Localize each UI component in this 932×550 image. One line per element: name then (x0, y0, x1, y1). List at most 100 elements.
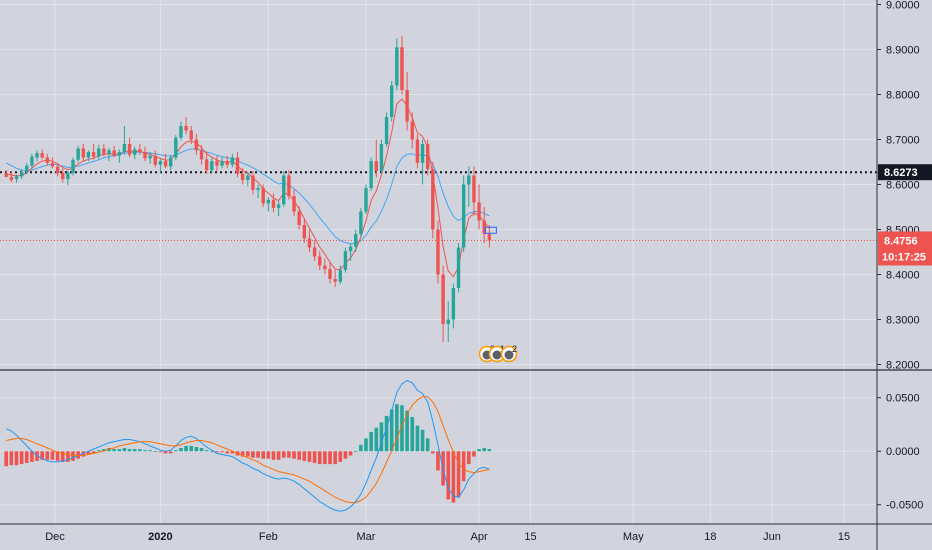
macd-histogram-bar (14, 451, 19, 466)
macd-histogram-bar (204, 450, 209, 452)
macd-histogram-bar (389, 409, 394, 452)
macd-histogram-bar (482, 448, 487, 452)
candle-body (25, 165, 29, 172)
candle-body (61, 172, 65, 180)
macd-histogram-bar (446, 451, 451, 500)
candle (256, 184, 260, 198)
candle (338, 265, 342, 285)
macd-histogram-bar (86, 451, 91, 455)
reference-price-box (878, 164, 932, 181)
candle (179, 121, 183, 141)
macd-histogram-bar (369, 431, 373, 452)
macd-histogram-bar (348, 451, 353, 456)
macd-histogram-bar (420, 429, 425, 452)
candle (102, 144, 106, 157)
macd-histogram-bar (168, 451, 173, 454)
macd-histogram-bar (359, 444, 363, 452)
last-price-box (878, 231, 932, 266)
time-axis-label: Feb (259, 531, 278, 543)
macd-histogram-bar (456, 451, 461, 498)
candle-body (184, 126, 188, 131)
event-marker-icon (504, 350, 514, 360)
candle-body (318, 256, 322, 266)
candle-body (97, 148, 101, 157)
candle (194, 134, 199, 155)
candle (477, 184, 481, 230)
candle (420, 139, 425, 185)
candle-body (122, 144, 127, 153)
candle (415, 134, 420, 169)
candle-body (168, 157, 173, 167)
macd-histogram-bar (271, 451, 276, 460)
ma-slow-line (5, 148, 490, 245)
reference-price-label[interactable]: 8.6273 (878, 164, 932, 181)
axis-corner (878, 525, 932, 550)
macd-histogram-bar (9, 451, 14, 466)
macd-histogram-bar (189, 445, 194, 452)
time-axis-label: Apr (471, 531, 488, 543)
candle-body (220, 161, 224, 166)
macd-histogram-bar (343, 451, 348, 459)
candle-body (143, 152, 147, 159)
candle-body (256, 188, 260, 190)
macd-histogram-bar (297, 451, 301, 460)
macd-histogram-bar (4, 451, 8, 467)
macd-histogram-bar (472, 451, 476, 457)
candle-body (40, 153, 44, 158)
candle (297, 206, 301, 230)
macd-histogram-bar (199, 448, 204, 452)
reference-price-text: 8.6273 (884, 167, 918, 179)
candle (240, 168, 245, 185)
macd-histogram-bar (50, 451, 55, 460)
macd-histogram-bar (251, 451, 255, 458)
time-axis-label: May (623, 531, 644, 543)
candle (199, 144, 204, 165)
candle-body (81, 148, 85, 158)
macd-histogram-bar (215, 451, 219, 453)
candle-body (199, 150, 204, 160)
candle (153, 150, 157, 168)
candle (138, 144, 142, 155)
candle-body (292, 196, 296, 212)
event-marker[interactable]: 2 (500, 344, 518, 363)
candle (390, 81, 394, 122)
event-markers[interactable]: 212 (478, 344, 518, 363)
price-axis-label: 8.6000 (886, 180, 920, 192)
candle (343, 247, 348, 273)
candle (86, 150, 91, 162)
macd-histogram-bar (153, 451, 158, 453)
candle (354, 229, 358, 252)
candle (210, 157, 214, 173)
candle (482, 207, 486, 243)
candle (405, 72, 409, 131)
candle (302, 218, 307, 243)
candle (251, 171, 255, 195)
candle-body (287, 175, 291, 197)
candle (50, 157, 55, 169)
bar-countdown-text: 10:17:25 (882, 251, 926, 263)
macd-histogram-bar (30, 451, 34, 462)
macd-histogram-bar (66, 451, 70, 462)
candle-body (271, 199, 276, 208)
candle (384, 112, 389, 147)
candle-body (477, 202, 481, 221)
candle-body (138, 149, 142, 153)
macd-histogram-bar (91, 451, 96, 454)
candle (276, 201, 281, 216)
price-pane[interactable]: 212 (0, 36, 877, 363)
macd-histogram-bar (477, 449, 481, 452)
macd-histogram-bar (302, 451, 307, 461)
candle-body (343, 251, 348, 270)
candle (174, 135, 178, 161)
macd-histogram-bar (163, 451, 168, 454)
candle (14, 174, 19, 183)
macd-pane[interactable] (4, 380, 492, 512)
last-price-text: 8.4756 (884, 235, 918, 247)
macd-histogram-bar (312, 451, 317, 464)
candle-body (312, 247, 317, 257)
last-price-label: 8.4756 10:17:25 (878, 231, 932, 266)
candle-body (230, 157, 235, 165)
candle (163, 153, 168, 169)
candle-body (179, 126, 183, 138)
